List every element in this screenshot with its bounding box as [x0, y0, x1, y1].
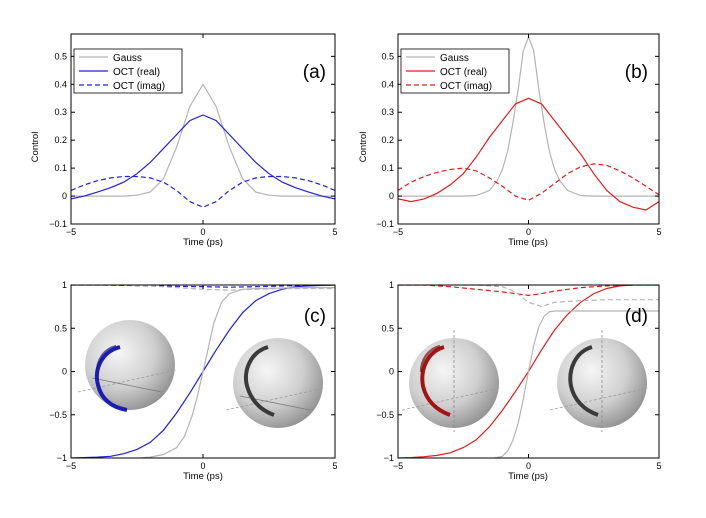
x-tick-label: −5 — [66, 227, 76, 237]
y-tick-label: −1 — [384, 453, 394, 463]
bloch-trajectory-back — [419, 344, 441, 373]
panel-d: −5 0 5 −1 −0.5 0 0.5 1 (d) Time (ps) — [376, 280, 661, 482]
panel-b-legend-gauss: Gauss — [440, 53, 469, 64]
y-tick-label: 0 — [389, 191, 394, 201]
panel-a-series-oct-real — [71, 114, 335, 200]
panel-a-ticks: −5 0 5 −0.1 0 0.1 0.2 0.3 0.4 0.5 — [49, 34, 338, 237]
panel-d-xlabel: Time (ps) — [508, 471, 548, 482]
bloch-trajectory — [95, 345, 128, 412]
x-tick-label: 0 — [526, 461, 531, 471]
panel-c-series-gauss-trajectory — [139, 287, 335, 458]
bloch-axis-x — [549, 387, 649, 411]
x-tick-label: 5 — [656, 461, 661, 471]
panel-b-xlabel: Time (ps) — [508, 237, 548, 248]
y-tick-label: 0 — [389, 367, 394, 377]
panel-a-legend-real: OCT (real) — [113, 67, 160, 78]
panel-a-legend-gauss: Gauss — [113, 53, 142, 64]
panel-a-legend-imag: OCT (imag) — [113, 81, 165, 92]
y-tick-label: 0.1 — [381, 163, 394, 173]
x-tick-label: −5 — [66, 461, 76, 471]
y-tick-label: 0.4 — [381, 79, 394, 89]
panel-d-series-oct-coherence-dashed — [398, 285, 659, 297]
panel-c-bloch-right — [225, 338, 325, 428]
panel-c: −5 0 5 −1 −0.5 0 0.5 1 (c) Time (ps) — [49, 280, 337, 482]
y-tick-label: 0.2 — [381, 135, 394, 145]
panel-d-bloch-right — [549, 330, 649, 432]
panel-d-ticks: −5 0 5 −1 −0.5 0 0.5 1 — [376, 280, 661, 471]
y-tick-label: −0.1 — [49, 219, 67, 229]
y-tick-label: 0.3 — [54, 107, 67, 117]
y-tick-label: 0.1 — [54, 163, 67, 173]
y-tick-label: 0.5 — [54, 323, 67, 333]
bloch-axis-y — [91, 377, 163, 393]
x-tick-label: 5 — [332, 227, 337, 237]
y-tick-label: 0.4 — [54, 79, 67, 89]
panel-d-label: (d) — [625, 306, 648, 327]
panel-d-series-gauss-trajectory — [494, 310, 659, 458]
y-tick-label: 0.5 — [381, 323, 394, 333]
panel-b: −5 0 5 −0.1 0 0.1 0.2 0.3 0.4 0.5 (b) Time (ps) C… — [358, 33, 662, 248]
panel-a-series — [71, 83, 335, 208]
y-tick-label: 1 — [389, 280, 394, 290]
x-tick-label: 0 — [200, 461, 205, 471]
panel-b-ylabel: Control — [358, 132, 369, 163]
y-tick-label: 1 — [62, 280, 67, 290]
panel-b-ticks: −5 0 5 −0.1 0 0.1 0.2 0.3 0.4 0.5 — [376, 34, 662, 237]
panel-b-series-oct-imag-dashed — [398, 163, 659, 201]
panel-b-legend: Gauss OCT (real) OCT (imag) — [400, 48, 510, 94]
y-tick-label: 0.5 — [381, 51, 394, 61]
panel-a-series-gauss — [71, 83, 335, 197]
panel-b-legend-imag: OCT (imag) — [440, 81, 492, 92]
panel-b-series-oct-real — [398, 97, 659, 211]
panel-a-ylabel: Control — [30, 132, 41, 163]
x-tick-label: −5 — [393, 227, 403, 237]
panel-c-ticks: −5 0 5 −1 −0.5 0 0.5 1 — [49, 280, 337, 471]
y-tick-label: 0.3 — [381, 107, 394, 117]
y-tick-label: 0 — [62, 367, 67, 377]
panel-d-bloch-left — [401, 330, 501, 432]
bloch-trajectory — [244, 345, 275, 417]
bloch-axis-x — [401, 387, 501, 411]
panel-a: −5 0 5 −0.1 0 0.1 0.2 0.3 0.4 0.5 (a) Time (ps) C… — [30, 33, 338, 248]
panel-c-bloch-left — [77, 320, 177, 412]
x-tick-label: 0 — [200, 227, 205, 237]
panel-a-label: (a) — [303, 62, 326, 83]
panel-b-legend-real: OCT (real) — [440, 67, 487, 78]
bloch-trajectory — [568, 345, 599, 417]
y-tick-label: −1 — [57, 453, 67, 463]
y-tick-label: −0.5 — [49, 410, 67, 420]
panel-c-label: (c) — [304, 306, 326, 327]
bloch-trajectory-back — [95, 344, 117, 373]
y-tick-label: 0 — [62, 191, 67, 201]
x-tick-label: 0 — [526, 227, 531, 237]
panel-a-xlabel: Time (ps) — [183, 237, 223, 248]
panel-a-series-oct-imag-dashed — [71, 175, 335, 208]
panel-c-xlabel: Time (ps) — [183, 471, 223, 482]
panel-b-label: (b) — [625, 62, 648, 83]
y-tick-label: 0.2 — [54, 135, 67, 145]
panel-d-series — [398, 285, 659, 458]
y-tick-label: −0.5 — [376, 410, 394, 420]
x-tick-label: −5 — [393, 461, 403, 471]
bloch-axis-x — [225, 387, 325, 411]
y-tick-label: −0.1 — [376, 219, 394, 229]
x-tick-label: 5 — [332, 461, 337, 471]
panel-a-legend: Gauss OCT (real) OCT (imag) — [73, 48, 183, 94]
x-tick-label: 5 — [656, 227, 661, 237]
bloch-sphere — [85, 320, 175, 410]
panel-d-series-gauss-coherence-dashed — [398, 285, 659, 308]
bloch-trajectory — [420, 345, 451, 417]
y-tick-label: 0.5 — [54, 51, 67, 61]
bloch-axis-x — [77, 369, 177, 393]
